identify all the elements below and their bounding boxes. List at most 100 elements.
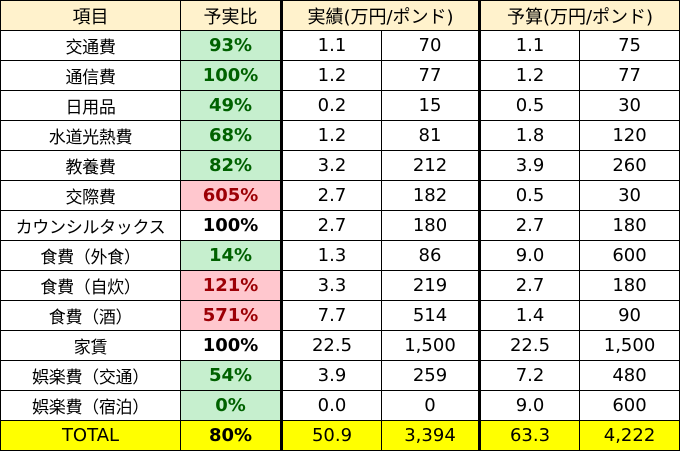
ratio-cell: 100%: [180, 60, 282, 91]
actual-man-cell: 0.0: [280, 390, 382, 421]
budget-man-cell: 7.2: [478, 360, 581, 391]
actual-man-cell: 1.2: [280, 120, 382, 151]
item-cell: 娯楽費（交通）: [0, 360, 181, 391]
total-label: TOTAL: [0, 420, 181, 451]
actual-gbp-cell: 219: [380, 270, 481, 301]
budget-gbp-cell: 30: [579, 180, 681, 211]
actual-gbp-cell: 182: [380, 180, 481, 211]
header-ratio: 予実比: [180, 0, 282, 31]
ratio-cell: 14%: [180, 240, 282, 271]
table-row: 家賃 100% 22.5 1,500 22.5 1,500: [0, 330, 681, 361]
item-cell: 水道光熱費: [0, 120, 181, 151]
actual-man-cell: 3.3: [280, 270, 382, 301]
actual-gbp-cell: 180: [380, 210, 481, 241]
total-budget-man: 63.3: [478, 420, 581, 451]
ratio-cell: 121%: [180, 270, 282, 301]
total-ratio: 80%: [180, 420, 282, 451]
ratio-cell: 68%: [180, 120, 282, 151]
ratio-cell: 100%: [180, 210, 282, 241]
budget-gbp-cell: 480: [579, 360, 681, 391]
table-row: 交際費 605% 2.7 182 0.5 30: [0, 180, 681, 211]
header-budget: 予算(万円/ポンド): [478, 0, 681, 31]
table-row: 交通費 93% 1.1 70 1.1 75: [0, 30, 681, 61]
budget-man-cell: 2.7: [478, 270, 581, 301]
budget-man-cell: 22.5: [478, 330, 581, 361]
budget-man-cell: 1.8: [478, 120, 581, 151]
budget-man-cell: 0.5: [478, 180, 581, 211]
budget-man-cell: 0.5: [478, 90, 581, 121]
actual-gbp-cell: 15: [380, 90, 481, 121]
header-item: 項目: [0, 0, 181, 31]
total-row: TOTAL 80% 50.9 3,394 63.3 4,222: [0, 420, 681, 451]
ratio-cell: 54%: [180, 360, 282, 391]
table-row: 教養費 82% 3.2 212 3.9 260: [0, 150, 681, 181]
item-cell: 通信費: [0, 60, 181, 91]
item-cell: 日用品: [0, 90, 181, 121]
actual-gbp-cell: 0: [380, 390, 481, 421]
budget-gbp-cell: 600: [579, 240, 681, 271]
ratio-cell: 49%: [180, 90, 282, 121]
total-actual-man: 50.9: [280, 420, 382, 451]
actual-man-cell: 3.9: [280, 360, 382, 391]
budget-gbp-cell: 600: [579, 390, 681, 421]
item-cell: 交際費: [0, 180, 181, 211]
actual-gbp-cell: 81: [380, 120, 481, 151]
table-row: 食費（自炊） 121% 3.3 219 2.7 180: [0, 270, 681, 301]
budget-gbp-cell: 180: [579, 210, 681, 241]
actual-gbp-cell: 86: [380, 240, 481, 271]
total-actual-gbp: 3,394: [380, 420, 481, 451]
header-row: 項目 予実比 実績(万円/ポンド) 予算(万円/ポンド): [0, 0, 681, 31]
item-cell: 教養費: [0, 150, 181, 181]
ratio-cell: 93%: [180, 30, 282, 61]
actual-gbp-cell: 212: [380, 150, 481, 181]
actual-gbp-cell: 514: [380, 300, 481, 331]
table-row: カウンシルタックス 100% 2.7 180 2.7 180: [0, 210, 681, 241]
budget-gbp-cell: 260: [579, 150, 681, 181]
item-cell: 食費（外食）: [0, 240, 181, 271]
table-row: 娯楽費（交通） 54% 3.9 259 7.2 480: [0, 360, 681, 391]
actual-man-cell: 1.3: [280, 240, 382, 271]
item-cell: 食費（酒）: [0, 300, 181, 331]
header-actual: 実績(万円/ポンド): [279, 0, 481, 31]
budget-gbp-cell: 180: [579, 270, 681, 301]
table-row: 食費（外食） 14% 1.3 86 9.0 600: [0, 240, 681, 271]
budget-man-cell: 9.0: [478, 240, 581, 271]
actual-gbp-cell: 259: [380, 360, 481, 391]
item-cell: 交通費: [0, 30, 181, 61]
table-row: 水道光熱費 68% 1.2 81 1.8 120: [0, 120, 681, 151]
budget-man-cell: 2.7: [478, 210, 581, 241]
table-row: 通信費 100% 1.2 77 1.2 77: [0, 60, 681, 91]
budget-man-cell: 3.9: [478, 150, 581, 181]
ratio-cell: 82%: [180, 150, 282, 181]
ratio-cell: 100%: [180, 330, 282, 361]
ratio-cell: 0%: [180, 390, 282, 421]
budget-gbp-cell: 77: [579, 60, 681, 91]
budget-man-cell: 9.0: [478, 390, 581, 421]
budget-gbp-cell: 30: [579, 90, 681, 121]
actual-gbp-cell: 70: [380, 30, 481, 61]
ratio-cell: 605%: [180, 180, 282, 211]
total-budget-gbp: 4,222: [579, 420, 681, 451]
ratio-cell: 571%: [180, 300, 282, 331]
actual-gbp-cell: 1,500: [380, 330, 481, 361]
table-row: 日用品 49% 0.2 15 0.5 30: [0, 90, 681, 121]
budget-gbp-cell: 1,500: [579, 330, 681, 361]
item-cell: 家賃: [0, 330, 181, 361]
budget-man-cell: 1.2: [478, 60, 581, 91]
budget-gbp-cell: 120: [579, 120, 681, 151]
actual-man-cell: 1.1: [280, 30, 382, 61]
table-row: 娯楽費（宿泊） 0% 0.0 0 9.0 600: [0, 390, 681, 421]
item-cell: カウンシルタックス: [0, 210, 181, 241]
item-cell: 娯楽費（宿泊）: [0, 390, 181, 421]
budget-man-cell: 1.1: [478, 30, 581, 61]
actual-man-cell: 3.2: [280, 150, 382, 181]
actual-man-cell: 0.2: [280, 90, 382, 121]
table-row: 食費（酒） 571% 7.7 514 1.4 90: [0, 300, 681, 331]
actual-man-cell: 22.5: [280, 330, 382, 361]
actual-gbp-cell: 77: [380, 60, 481, 91]
item-cell: 食費（自炊）: [0, 270, 181, 301]
budget-man-cell: 1.4: [478, 300, 581, 331]
actual-man-cell: 2.7: [280, 210, 382, 241]
budget-gbp-cell: 75: [579, 30, 681, 61]
